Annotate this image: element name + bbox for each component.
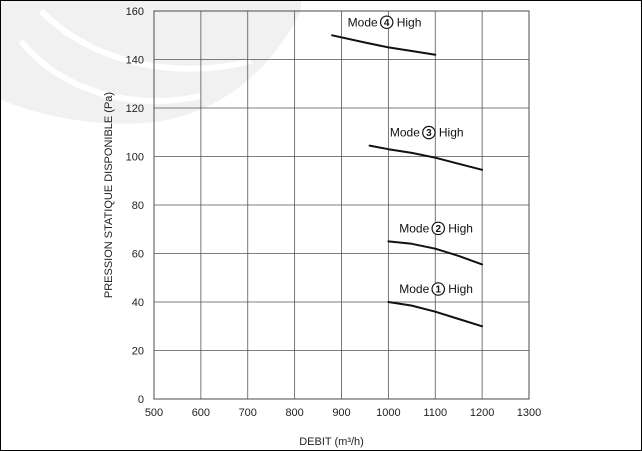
watermark-logo <box>1 1 301 124</box>
series-number-circle <box>422 125 436 140</box>
series-number-circle <box>431 221 446 236</box>
series-label-suffix: High <box>439 126 464 140</box>
series-mode-2: Mode 2 High <box>387 221 484 266</box>
series-line <box>387 301 484 328</box>
axis-layer: 500 600 700 800 900 1000 1100 1200 1300020406080… <box>126 6 542 419</box>
y-tick-label: 160 <box>126 6 144 18</box>
series-line <box>387 240 484 266</box>
y-tick-label: 80 <box>132 200 144 212</box>
x-axis-title: DEBIT (m³/h) <box>299 436 364 448</box>
series-label: Mode 1 High <box>399 282 473 296</box>
series-label-prefix: Mode <box>399 282 429 296</box>
x-tick-label: 1000 <box>376 407 400 419</box>
series-label-suffix: High <box>448 221 473 235</box>
x-tick-label: 1300 <box>517 407 541 419</box>
series-label: Mode 2 High <box>399 221 473 235</box>
series-label-suffix: High <box>448 282 473 296</box>
x-tick-label: 700 <box>239 407 257 419</box>
series-label: Mode 3 High <box>390 126 464 140</box>
series-label-number: 1 <box>435 285 441 296</box>
x-tick-label: 1100 <box>423 407 447 419</box>
y-tick-label: 60 <box>132 249 144 261</box>
series-line <box>331 34 437 56</box>
y-tick-label: 120 <box>126 103 144 115</box>
series-number-circle <box>379 15 394 30</box>
series-layer: Mode 1 High Mode 2 High Mode 3 High Mode 4 High <box>331 15 484 328</box>
series-label-number: 3 <box>426 128 432 139</box>
series-label-prefix: Mode <box>390 126 420 140</box>
series-label-number: 2 <box>435 224 441 235</box>
series-label: Mode 4 High <box>348 15 422 29</box>
x-tick-label: 500 <box>145 407 163 419</box>
x-tick-label: 1200 <box>470 407 494 419</box>
x-tick-label: 800 <box>285 407 303 419</box>
y-tick-label: 0 <box>138 394 144 406</box>
y-tick-label: 40 <box>132 297 144 309</box>
x-tick-label: 900 <box>332 407 350 419</box>
series-label-suffix: High <box>397 15 422 29</box>
x-tick-label: 600 <box>192 407 210 419</box>
grid-layer <box>153 10 530 400</box>
series-label-prefix: Mode <box>348 15 378 29</box>
y-tick-label: 100 <box>126 152 144 164</box>
series-mode-3: Mode 3 High <box>368 126 484 171</box>
series-mode-4: Mode 4 High <box>331 15 437 56</box>
series-mode-1: Mode 1 High <box>387 282 484 328</box>
series-label-number: 4 <box>384 18 390 29</box>
series-line <box>368 144 484 171</box>
y-tick-label: 140 <box>126 55 144 67</box>
y-tick-label: 20 <box>132 346 144 358</box>
y-axis-title: PRESSION STATIQUE DISPONIBLE (Pa) <box>103 92 115 298</box>
series-number-circle <box>431 282 446 296</box>
series-label-prefix: Mode <box>399 221 429 235</box>
